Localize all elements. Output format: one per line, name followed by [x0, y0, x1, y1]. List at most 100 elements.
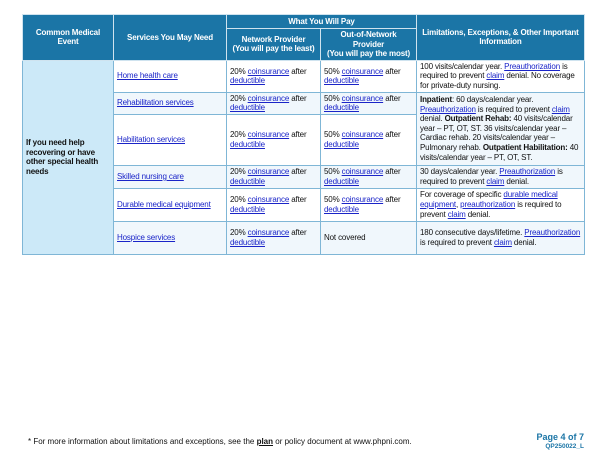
glossary-link[interactable]: claim [447, 209, 466, 219]
service-link[interactable]: Hospice services [117, 232, 176, 242]
header-out-network-sub: (You will pay the most) [326, 49, 411, 59]
bold-label: Outpatient Rehab: [444, 114, 512, 124]
service-link[interactable]: Home health care [117, 71, 178, 81]
cell-text: is required to prevent [420, 237, 494, 247]
glossary-link[interactable]: deductible [230, 76, 265, 86]
glossary-link[interactable]: claim [551, 104, 570, 114]
cell-text: 40 visits/calendar year – PT, OT, ST. [420, 143, 579, 162]
glossary-link[interactable]: coinsurance [341, 66, 384, 76]
limitations-cell: 30 days/calendar year. Preauthorization … [416, 164, 585, 189]
glossary-link[interactable]: claim [486, 71, 505, 81]
out-network-cost: Not covered [320, 220, 417, 255]
network-cost: 20% coinsurance after deductible [226, 220, 321, 255]
cell-text: 40 visits/calendar year – PT, OT, ST. 36… [420, 114, 573, 153]
glossary-link[interactable]: deductible [230, 176, 265, 186]
cell-text: after [289, 130, 307, 140]
glossary-link[interactable]: Preauthorization [504, 61, 561, 71]
page-number: Page 4 of 7 [536, 432, 584, 442]
cell-text: after [289, 228, 307, 238]
header-what-you-pay: What You Will Pay [226, 14, 417, 29]
glossary-link[interactable]: deductible [324, 204, 359, 214]
cell-text: 20% [230, 167, 248, 177]
glossary-link[interactable]: coinsurance [247, 66, 290, 76]
cell-text: after [289, 93, 307, 103]
glossary-link[interactable]: coinsurance [247, 130, 290, 140]
service-link[interactable]: Durable medical equipment [117, 199, 211, 209]
service-cell: Habilitation services [113, 113, 227, 166]
glossary-link[interactable]: Preauthorization [524, 228, 581, 238]
glossary-link[interactable]: deductible [324, 139, 359, 149]
glossary-link[interactable]: deductible [230, 103, 265, 113]
service-link[interactable]: Habilitation services [117, 134, 185, 144]
cell-text: after [383, 130, 401, 140]
glossary-link[interactable]: durable medical equipment [420, 190, 558, 209]
limitations-cell: 100 visits/calendar year. Preauthorizati… [416, 59, 585, 93]
glossary-link[interactable]: deductible [324, 176, 359, 186]
glossary-link[interactable]: coinsurance [247, 195, 290, 205]
glossary-link[interactable]: coinsurance [341, 167, 384, 177]
cell-text: Not covered [324, 232, 366, 242]
limitations-cell: 180 consecutive days/lifetime. Preauthor… [416, 220, 585, 255]
cell-text: 20% [230, 130, 248, 140]
glossary-link[interactable]: coinsurance [247, 228, 290, 238]
cell-text: 30 days/calendar year. [420, 167, 500, 177]
cell-text: after [289, 66, 307, 76]
glossary-link[interactable]: coinsurance [341, 93, 384, 103]
network-cost: 20% coinsurance after deductible [226, 187, 321, 222]
cell-text: 180 consecutive days/lifetime. [420, 228, 525, 238]
common-medical-event: If you need help recovering or have othe… [22, 59, 114, 255]
cell-text: denial. [420, 114, 445, 124]
out-network-cost: 50% coinsurance after deductible [320, 91, 417, 115]
glossary-link[interactable]: coinsurance [341, 130, 384, 140]
cell-text: 20% [230, 228, 248, 238]
glossary-link[interactable]: coinsurance [247, 167, 290, 177]
plan-link[interactable]: plan [256, 437, 274, 446]
glossary-link[interactable]: claim [486, 176, 505, 186]
table-row: Habilitation services 20% coinsurance aft… [23, 113, 585, 166]
glossary-link[interactable]: claim [493, 237, 512, 247]
bold-label: Outpatient Habilitation: [482, 143, 568, 153]
service-cell: Rehabilitation services [113, 91, 227, 115]
glossary-link[interactable]: deductible [230, 237, 265, 247]
service-link[interactable]: Rehabilitation services [117, 98, 194, 108]
glossary-link[interactable]: deductible [324, 76, 359, 86]
network-cost: 20% coinsurance after deductible [226, 164, 321, 189]
table-row: Durable medical equipment 20% coinsurance… [23, 187, 585, 222]
cell-text: denial. [504, 176, 529, 186]
glossary-link[interactable]: coinsurance [341, 195, 384, 205]
table-row: Rehabilitation services 20% coinsurance a… [23, 91, 585, 166]
footer-text-end: or policy document at www.phpni.com. [273, 437, 412, 446]
cell-text: 50% [324, 195, 342, 205]
network-cost: 20% coinsurance after deductible [226, 59, 321, 93]
cell-text: 50% [324, 66, 342, 76]
glossary-link[interactable]: Preauthorization [499, 167, 556, 177]
cell-text: denial. [465, 209, 491, 219]
cell-text: after [383, 66, 401, 76]
cell-text: is required to prevent [420, 167, 563, 186]
header-limitations: Limitations, Exceptions, & Other Importa… [416, 14, 585, 61]
glossary-link[interactable]: coinsurance [247, 93, 290, 103]
service-cell: Hospice services [113, 220, 227, 255]
service-cell: Skilled nursing care [113, 164, 227, 189]
header-out-network-label: Out-of-Network Provider [340, 30, 397, 49]
service-cell: Home health care [113, 59, 227, 93]
service-link[interactable]: Skilled nursing care [117, 171, 184, 181]
out-network-cost: 50% coinsurance after deductible [320, 164, 417, 189]
cell-text: : 60 days/calendar year. [451, 95, 534, 105]
doc-code: QP250022_L [545, 443, 584, 450]
network-cost: 20% coinsurance after deductible [226, 113, 321, 166]
page-info: Page 4 of 7 QP250022_L [536, 432, 584, 452]
glossary-link[interactable]: deductible [324, 103, 359, 113]
footer-note: * For more information about limitations… [28, 437, 412, 446]
glossary-link[interactable]: deductible [230, 204, 265, 214]
cell-text: 20% [230, 195, 248, 205]
table-row: Hospice services 20% coinsurance after de… [23, 220, 585, 255]
glossary-link[interactable]: deductible [230, 139, 265, 149]
limitations-cell: For coverage of specific durable medical… [416, 187, 585, 222]
glossary-link[interactable]: Preauthorization [420, 104, 476, 114]
header-network-label: Network Provider [241, 34, 306, 44]
cell-text: , [456, 199, 461, 209]
header-common-event: Common Medical Event [22, 14, 114, 61]
glossary-link[interactable]: preauthorization [460, 199, 516, 209]
cell-text: is required to prevent [475, 104, 552, 114]
